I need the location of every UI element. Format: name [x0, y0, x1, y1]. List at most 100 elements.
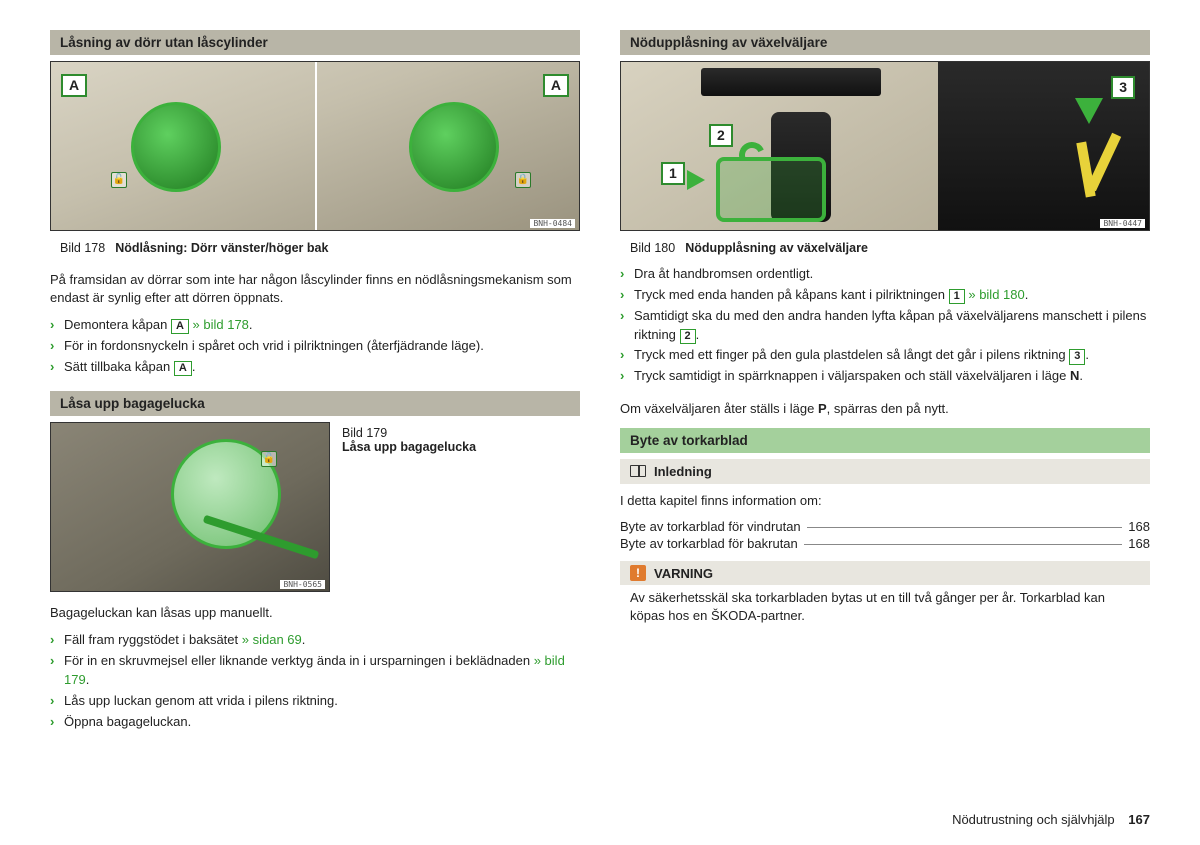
arrow-1-icon [687, 170, 705, 190]
boot-steps: Fäll fram ryggstödet i baksätet » sidan … [50, 631, 580, 731]
caption-num: Bild 179 [342, 426, 476, 440]
step: Samtidigt ska du med den andra handen ly… [620, 307, 1150, 345]
toc-leader [807, 527, 1123, 528]
step-text: Fäll fram ryggstödet i baksätet [64, 632, 242, 647]
gear-P: P [818, 401, 827, 416]
section-heading-boot: Låsa upp bagagelucka [50, 391, 580, 416]
step: Lås upp luckan genom att vrida i pilens … [50, 692, 580, 711]
page-footer: Nödutrustning och självhjälp 167 [952, 812, 1150, 827]
book-icon [630, 465, 646, 477]
caption-text: Nödlåsning: Dörr vänster/höger bak [115, 241, 328, 255]
callout-A-right: A [543, 74, 569, 97]
figure-code-180: BNH-0447 [1100, 219, 1145, 228]
figure-divider [315, 62, 317, 230]
gearshift-steps: Dra åt handbromsen ordentligt. Tryck med… [620, 265, 1150, 386]
toc-leader [804, 544, 1123, 545]
figure-179-row: 🔓 BNH-0565 Bild 179 Låsa upp bagagelucka [50, 422, 580, 598]
warning-icon: ! [630, 565, 646, 581]
ref-box-3: 3 [1069, 349, 1085, 364]
toc-page: 168 [1128, 536, 1150, 551]
step-text: Demontera kåpan [64, 317, 171, 332]
gear-N: N [1070, 368, 1079, 383]
subheading-intro: Inledning [620, 459, 1150, 484]
left-column: Låsning av dörr utan låscylinder A 🔓 A 🔒… [50, 30, 580, 745]
warning-title: VARNING [654, 566, 713, 581]
ref-box-A: A [174, 361, 192, 376]
step-text: Tryck med ett finger på den gula plastde… [634, 347, 1069, 362]
toc-entry[interactable]: Byte av torkarblad för vindrutan 168 [620, 519, 1150, 534]
figure-180-caption: Bild 180 Nödupplåsning av växelväljare [620, 237, 1150, 265]
ref-box-A: A [171, 319, 189, 334]
toc-label: Byte av torkarblad för vindrutan [620, 519, 801, 534]
caption-num: Bild 180 [630, 241, 675, 255]
step: Demontera kåpan A » bild 178. [50, 316, 580, 335]
toc-page: 168 [1128, 519, 1150, 534]
figure-179-caption: Bild 179 Låsa upp bagagelucka [342, 422, 476, 454]
step-text: . [192, 359, 196, 374]
page-columns: Låsning av dörr utan låscylinder A 🔓 A 🔒… [50, 30, 1150, 745]
step-text: Sätt tillbaka kåpan [64, 359, 174, 374]
section-heading-gearshift: Nödupplåsning av växelväljare [620, 30, 1150, 55]
step: Tryck med ett finger på den gula plastde… [620, 346, 1150, 365]
step-text: . [249, 317, 253, 332]
right-column: Nödupplåsning av växelväljare 1 2 3 BNH-… [620, 30, 1150, 745]
step: Dra åt handbromsen ordentligt. [620, 265, 1150, 284]
note-text: , spärras den på nytt. [827, 401, 949, 416]
caption-text: Nödupplåsning av växelväljare [685, 241, 868, 255]
step-text: Tryck samtidigt in spärrknappen i väljar… [634, 368, 1070, 383]
step-text: . [86, 672, 90, 687]
step: Tryck samtidigt in spärrknappen i väljar… [620, 367, 1150, 386]
step-text: . [1085, 347, 1089, 362]
boot-description: Bagageluckan kan låsas upp manuellt. [50, 604, 580, 622]
gear-boot-highlight [716, 157, 826, 222]
section-heading-door-lock: Låsning av dörr utan låscylinder [50, 30, 580, 55]
figure-179: 🔓 BNH-0565 [50, 422, 330, 592]
section-heading-wiper: Byte av torkarblad [620, 428, 1150, 453]
lock-dial-left [131, 102, 221, 192]
lock-open-icon: 🔓 [111, 172, 127, 188]
step: För in en skruvmejsel eller liknande ver… [50, 652, 580, 690]
step-text: Tryck med enda handen på kåpans kant i p… [634, 287, 949, 302]
ref-link[interactable]: » bild 180 [965, 287, 1025, 302]
toc-label: Byte av torkarblad för bakrutan [620, 536, 798, 551]
step-text: . [696, 327, 700, 342]
lock-dial-right [409, 102, 499, 192]
footer-section: Nödutrustning och självhjälp [952, 812, 1115, 827]
ref-box-1: 1 [949, 289, 965, 304]
lock-closed-icon: 🔒 [515, 172, 531, 188]
figure-180: 1 2 3 BNH-0447 [620, 61, 1150, 231]
caption-text: Låsa upp bagagelucka [342, 440, 476, 454]
callout-A-left: A [61, 74, 87, 97]
arrow-3-icon [1075, 98, 1103, 124]
step-text: Samtidigt ska du med den andra handen ly… [634, 308, 1146, 342]
door-lock-description: På framsidan av dörrar som inte har någo… [50, 271, 580, 306]
step: Öppna bagageluckan. [50, 713, 580, 732]
callout-2: 2 [709, 124, 733, 147]
ref-link[interactable]: » bild 178 [189, 317, 249, 332]
step-text: . [1025, 287, 1029, 302]
figure-code-178: BNH-0484 [530, 219, 575, 228]
ref-box-2: 2 [680, 329, 696, 344]
footer-page-number: 167 [1128, 812, 1150, 827]
toc-entry[interactable]: Byte av torkarblad för bakrutan 168 [620, 536, 1150, 551]
callout-1: 1 [661, 162, 685, 185]
dashboard-strip [701, 68, 881, 96]
figure-code-179: BNH-0565 [280, 580, 325, 589]
chapter-intro: I detta kapitel finns information om: [620, 492, 1150, 510]
note-text: Om växelväljaren åter ställs i läge [620, 401, 818, 416]
step-text: För in en skruvmejsel eller liknande ver… [64, 653, 534, 668]
caption-num: Bild 178 [60, 241, 105, 255]
door-lock-steps: Demontera kåpan A » bild 178. För in for… [50, 316, 580, 377]
step-text: . [1079, 368, 1083, 383]
warning-heading: ! VARNING [620, 561, 1150, 585]
callout-3: 3 [1111, 76, 1135, 99]
figure-178: A 🔓 A 🔒 BNH-0484 [50, 61, 580, 231]
step: För in fordonsnyckeln i spåret och vrid … [50, 337, 580, 356]
step: Fäll fram ryggstödet i baksätet » sidan … [50, 631, 580, 650]
subheading-label: Inledning [654, 464, 712, 479]
figure-178-caption: Bild 178 Nödlåsning: Dörr vänster/höger … [50, 237, 580, 265]
step: Tryck med enda handen på kåpans kant i p… [620, 286, 1150, 305]
ref-link[interactable]: » sidan 69 [242, 632, 302, 647]
lock-open-icon: 🔓 [261, 451, 277, 467]
step: Sätt tillbaka kåpan A. [50, 358, 580, 377]
